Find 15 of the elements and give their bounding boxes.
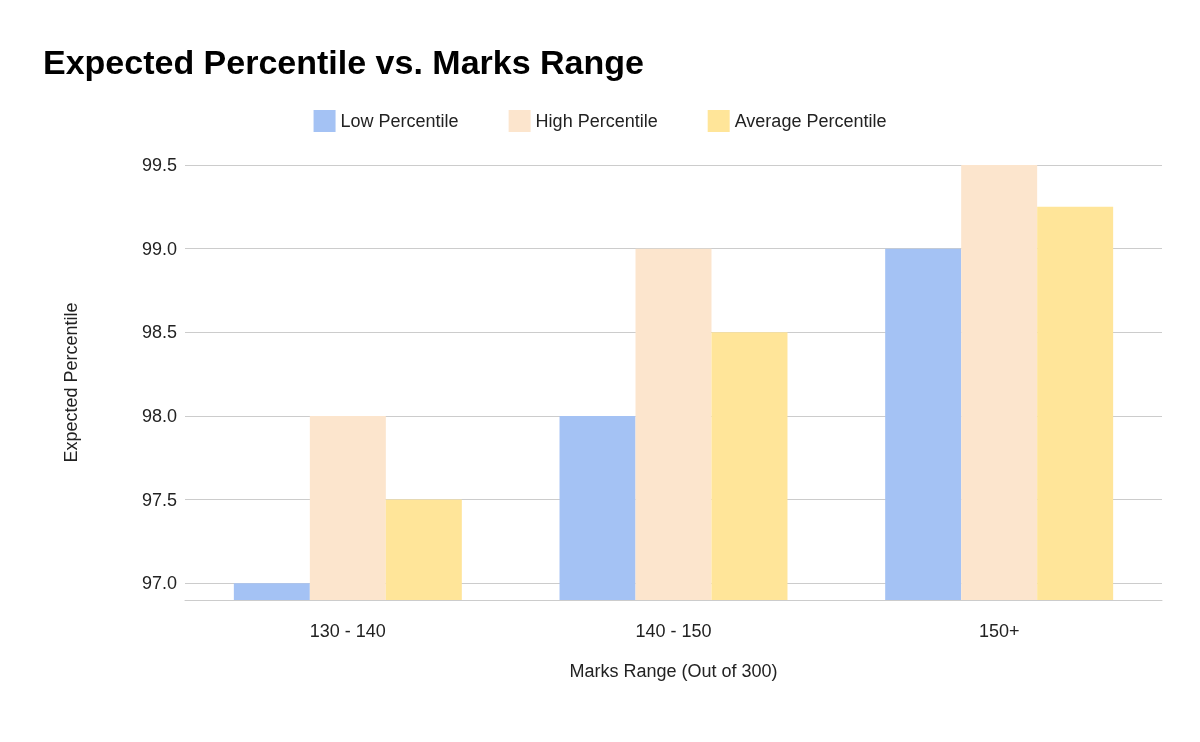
y-axis-title: Expected Percentile [61,302,81,463]
y-tick-label: 99.5 [141,155,177,175]
y-tick-label: 98.0 [141,405,177,426]
x-tick-label: 130 - 140 [309,621,386,641]
x-axis-title: Marks Range (Out of 300) [569,661,778,681]
y-tick-label: 97.0 [141,573,177,594]
y-tick-label: 97.5 [141,489,177,510]
legend-label: High Percentile [535,111,658,131]
legend-label: Average Percentile [734,111,887,131]
y-tick-label: 99.0 [141,238,177,259]
x-tick-label: 140 - 150 [635,621,712,641]
y-tick-label: 98.5 [141,322,177,343]
chart-title: Expected Percentile vs. Marks Range [43,43,644,81]
legend-label: Low Percentile [340,111,459,131]
x-tick-label: 150+ [978,621,1020,641]
